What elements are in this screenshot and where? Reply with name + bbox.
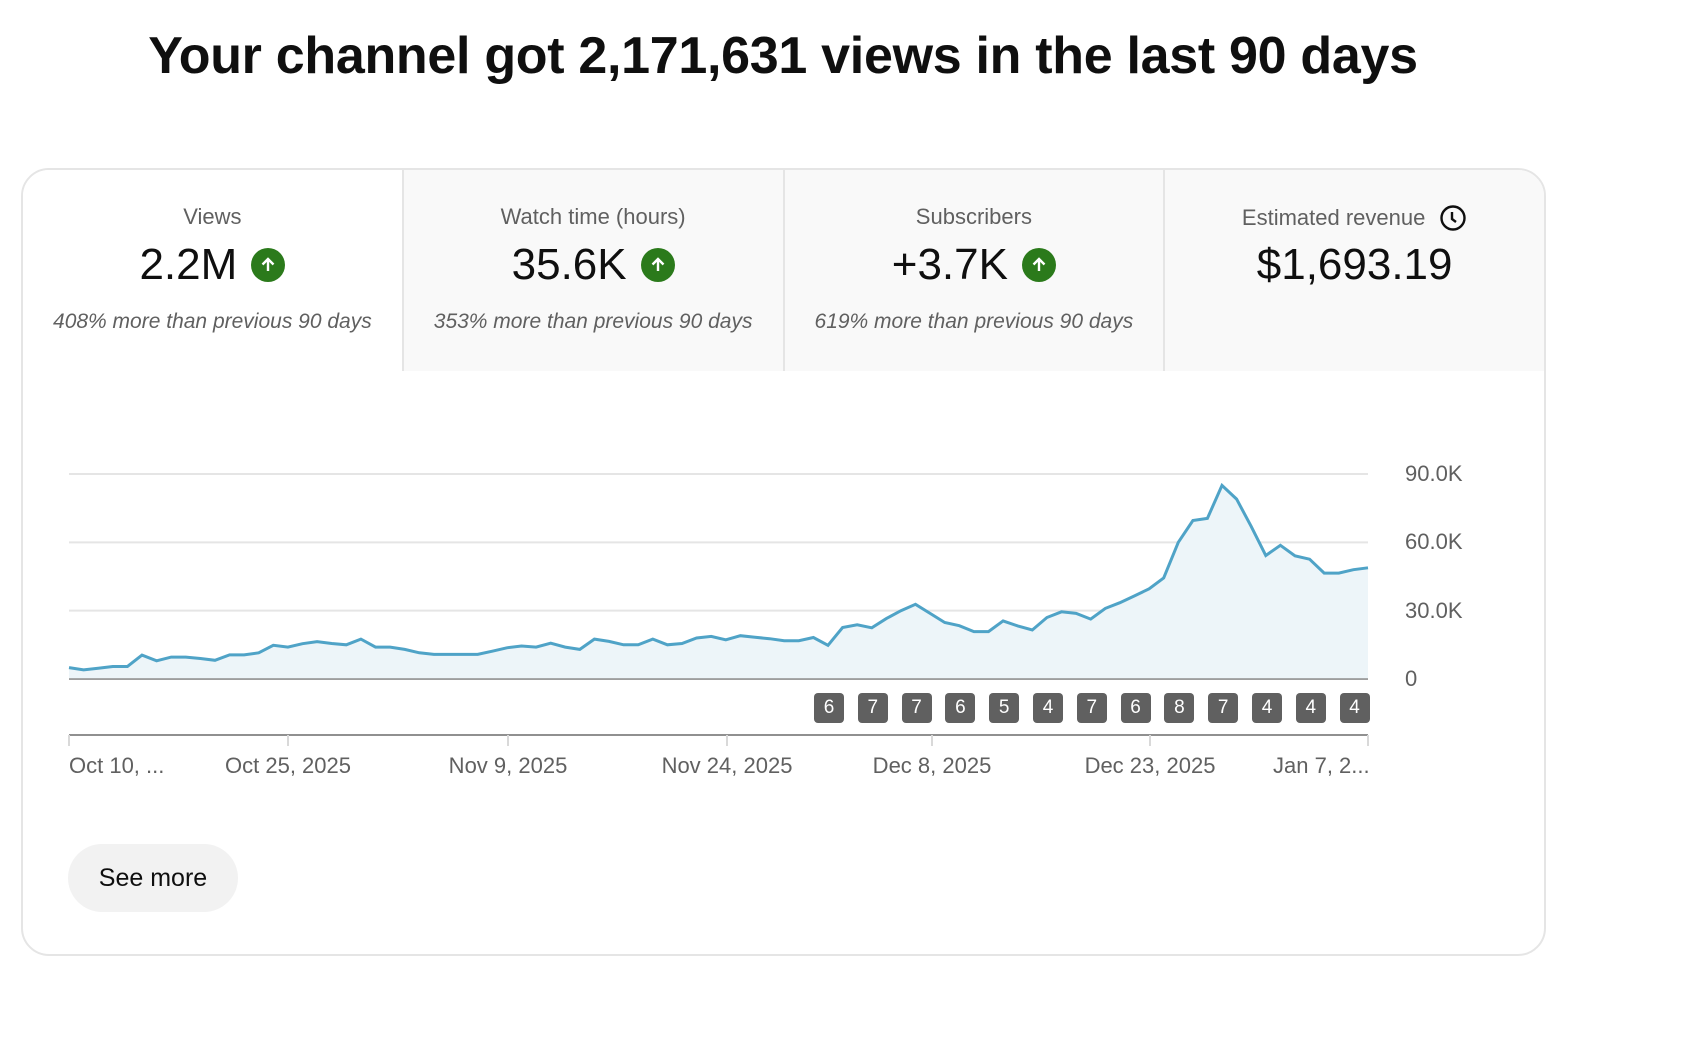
metric-tabs: Views 2.2M 408% more than previous 90 da… — [23, 170, 1544, 371]
tab-views[interactable]: Views 2.2M 408% more than previous 90 da… — [23, 170, 402, 371]
clock-icon[interactable] — [1439, 204, 1467, 232]
video-count-badge[interactable]: 8 — [1164, 693, 1195, 723]
tab-value: 35.6K — [404, 240, 783, 290]
tab-label: Subscribers — [785, 204, 1164, 230]
tab-value: 2.2M — [23, 240, 402, 290]
tab-value: $1,693.19 — [1165, 240, 1544, 290]
tab-value-text: 2.2M — [139, 240, 238, 289]
tab-delta: 619% more than previous 90 days — [814, 310, 1134, 333]
analytics-card: Views 2.2M 408% more than previous 90 da… — [21, 168, 1546, 956]
tab-value-text: +3.7K — [891, 240, 1008, 289]
video-count-badge[interactable]: 4 — [1033, 693, 1063, 723]
arrow-up-icon — [1021, 248, 1056, 282]
video-count-badge[interactable]: 7 — [857, 693, 888, 723]
tab-label: Estimated revenue — [1165, 204, 1544, 232]
tab-delta: 408% more than previous 90 days — [53, 310, 372, 333]
tab-watch-time[interactable]: Watch time (hours) 35.6K 353% more than … — [401, 170, 783, 371]
x-tick-label: Nov 24, 2025 — [661, 753, 793, 778]
video-count-badge[interactable]: 4 — [1295, 693, 1326, 723]
tab-value-text: $1,693.19 — [1256, 240, 1453, 289]
video-count-badge[interactable]: 7 — [901, 693, 932, 723]
tab-label: Watch time (hours) — [404, 204, 783, 230]
x-tick-label: Jan 7, 2... — [1273, 753, 1370, 778]
video-count-badge[interactable]: 6 — [1120, 693, 1151, 723]
views-line — [68, 482, 1369, 672]
views-chart[interactable]: 0 30.0K 60.0K 90.0K Oct 10, ... Oct 25, 2025… — [23, 371, 1544, 831]
video-count-badge[interactable]: 5 — [989, 693, 1020, 723]
tab-value-text: 35.6K — [511, 240, 627, 289]
tab-label-text: Estimated revenue — [1241, 205, 1426, 230]
video-count-badge[interactable]: 4 — [1339, 693, 1370, 723]
x-tick-label: Dec 8, 2025 — [872, 753, 992, 778]
y-tick-label: 30.0K — [1405, 597, 1463, 623]
tab-value: +3.7K — [785, 240, 1164, 290]
tab-subscribers[interactable]: Subscribers +3.7K 619% more than previou… — [782, 170, 1164, 371]
x-tick-label: Oct 10, ... — [69, 753, 165, 778]
see-more-button[interactable]: See more — [68, 844, 238, 912]
video-count-badge[interactable]: 4 — [1252, 693, 1282, 723]
video-count-badge[interactable]: 6 — [945, 693, 976, 723]
tab-estimated-revenue[interactable]: Estimated revenue $1,693.19 — [1163, 170, 1544, 371]
y-tick-label: 90.0K — [1405, 461, 1463, 486]
video-count-badge[interactable]: 7 — [1076, 693, 1107, 723]
x-tick-label: Dec 23, 2025 — [1084, 753, 1216, 778]
area-fill — [69, 485, 1368, 679]
y-tick-label: 60.0K — [1405, 529, 1463, 555]
tab-label: Views — [23, 204, 402, 230]
x-tick-label: Oct 25, 2025 — [225, 753, 351, 778]
chart-plot — [68, 473, 1369, 746]
arrow-up-icon — [251, 248, 286, 282]
video-count-badge[interactable]: 6 — [814, 693, 844, 723]
tab-label-text: Subscribers — [915, 204, 1032, 229]
y-tick-label: 0 — [1405, 666, 1418, 691]
video-count-badge[interactable]: 7 — [1208, 693, 1239, 723]
x-tick-label: Nov 9, 2025 — [448, 753, 568, 778]
page-title: Your channel got 2,171,631 views in the … — [148, 27, 1418, 85]
arrow-up-icon — [640, 248, 675, 282]
tab-label-text: Views — [183, 204, 242, 229]
tab-label-text: Watch time (hours) — [500, 204, 686, 229]
tab-delta: 353% more than previous 90 days — [433, 310, 753, 333]
